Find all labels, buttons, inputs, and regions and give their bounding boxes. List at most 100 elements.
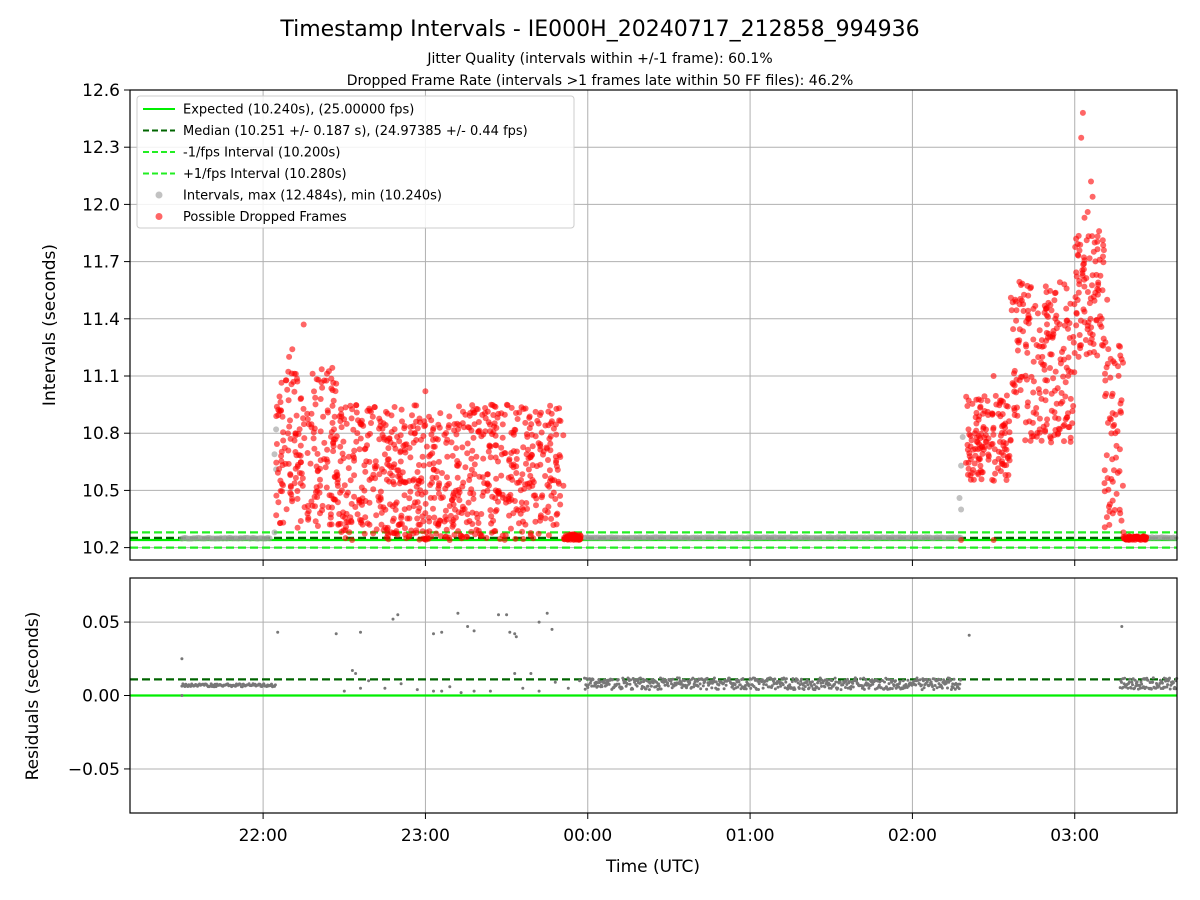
dropped-frame-point [1004,403,1011,410]
dropped-frame-point [287,435,294,442]
dropped-frame-point [334,471,341,478]
residual-point [717,683,721,687]
dropped-frame-point [1036,343,1043,350]
dropped-frame-point [312,518,319,525]
intervals-y-tick-label: 10.5 [82,481,120,501]
residual-point [359,686,362,690]
dropped-frame-point [273,441,280,447]
dropped-frame-point [1029,419,1036,426]
dropped-frame-point [997,438,1003,445]
dropped-frame-point [341,416,348,423]
dropped-frame-point [495,487,502,494]
dropped-frame-point [1073,273,1080,280]
dropped-frame-point [294,524,301,531]
residual-point [1133,678,1137,682]
dropped-frame-point [526,414,533,421]
dropped-frame-point [1056,321,1063,328]
dropped-frame-point [286,353,293,360]
dropped-frame-point [1062,379,1069,386]
residual-point [859,677,862,681]
dropped-frame-point [370,530,377,537]
dropped-frame-point [415,508,422,515]
residual-point [701,684,705,688]
dropped-frame-point [545,422,552,429]
dropped-frame-point [977,403,984,410]
dropped-frame-point [439,494,446,501]
dropped-frame-point [384,461,391,467]
dropped-frame-point [380,527,387,534]
residual-point [764,683,768,687]
dropped-frame-point [522,405,529,412]
dropped-frame-point [314,468,321,475]
dropped-frame-point [292,430,299,437]
dropped-frame-point [1045,313,1051,320]
dropped-frame-point [342,404,349,411]
dropped-frame-point [454,458,461,464]
residual-point [1166,683,1170,687]
dropped-frame-point [513,470,520,476]
residual-point [396,613,400,617]
dropped-frame-point [972,452,979,459]
residual-point [887,682,891,686]
residual-point [712,676,716,680]
dropped-frame-point [467,410,474,416]
residual-point [825,678,829,682]
residual-point [497,613,500,617]
dropped-frame-point [361,530,368,537]
dropped-frame-point [485,419,492,426]
residuals-y-tick-label: 0.05 [82,613,120,633]
dropped-frame-point [401,506,408,513]
dropped-frame-point [357,421,364,428]
dropped-frame-point [446,480,452,487]
dropped-frame-point [1117,510,1124,517]
interval-point [266,535,273,542]
residual-point [448,685,452,689]
residual-point [773,677,777,681]
dropped-frame-point [1094,291,1101,298]
dropped-frame-point [1110,358,1117,365]
dropped-frame-point [1008,307,1015,314]
legend-marker-swatch [155,191,163,199]
residual-point [440,630,444,634]
dropped-frame-point [518,499,525,506]
dropped-frame-point [1088,178,1094,185]
dropped-frame-point [1003,392,1010,399]
residual-point [883,680,886,684]
dropped-frame-point [969,400,976,407]
dropped-frame-point [1063,305,1070,312]
dropped-frame-point [1109,497,1116,504]
dropped-frame-point [278,458,285,465]
dropped-frame-point [1070,339,1077,346]
residual-point [920,683,923,687]
residual-point [797,687,801,690]
dropped-frame-point [561,536,568,543]
dropped-frame-point [513,463,520,470]
dropped-frame-point [1027,285,1034,292]
dropped-frame-point [1042,283,1049,290]
dropped-frame-point [475,428,482,435]
residual-point [1131,683,1134,687]
residual-point [620,686,624,690]
dropped-frame-point [1033,405,1040,411]
dropped-frame-point [423,529,430,536]
dropped-frame-point [1065,354,1072,361]
dropped-frame-point [989,410,996,417]
dropped-frame-point [376,425,383,432]
residual-point [736,685,740,689]
dropped-frame-point [519,471,526,478]
dropped-frame-point [287,417,293,424]
residual-point [959,678,962,682]
dropped-frame-point [324,407,331,414]
dropped-frame-point [511,498,518,504]
residual-point [833,676,837,680]
dropped-frame-point [542,473,549,479]
residual-point [688,681,692,685]
dropped-frame-point [428,479,435,486]
residual-point [836,686,840,690]
dropped-frame-point [413,437,420,443]
dropped-frame-point [311,388,317,395]
dropped-frame-point [1044,416,1051,423]
interval-point [271,529,278,536]
dropped-frame-point [423,443,430,450]
residual-point [920,688,924,692]
